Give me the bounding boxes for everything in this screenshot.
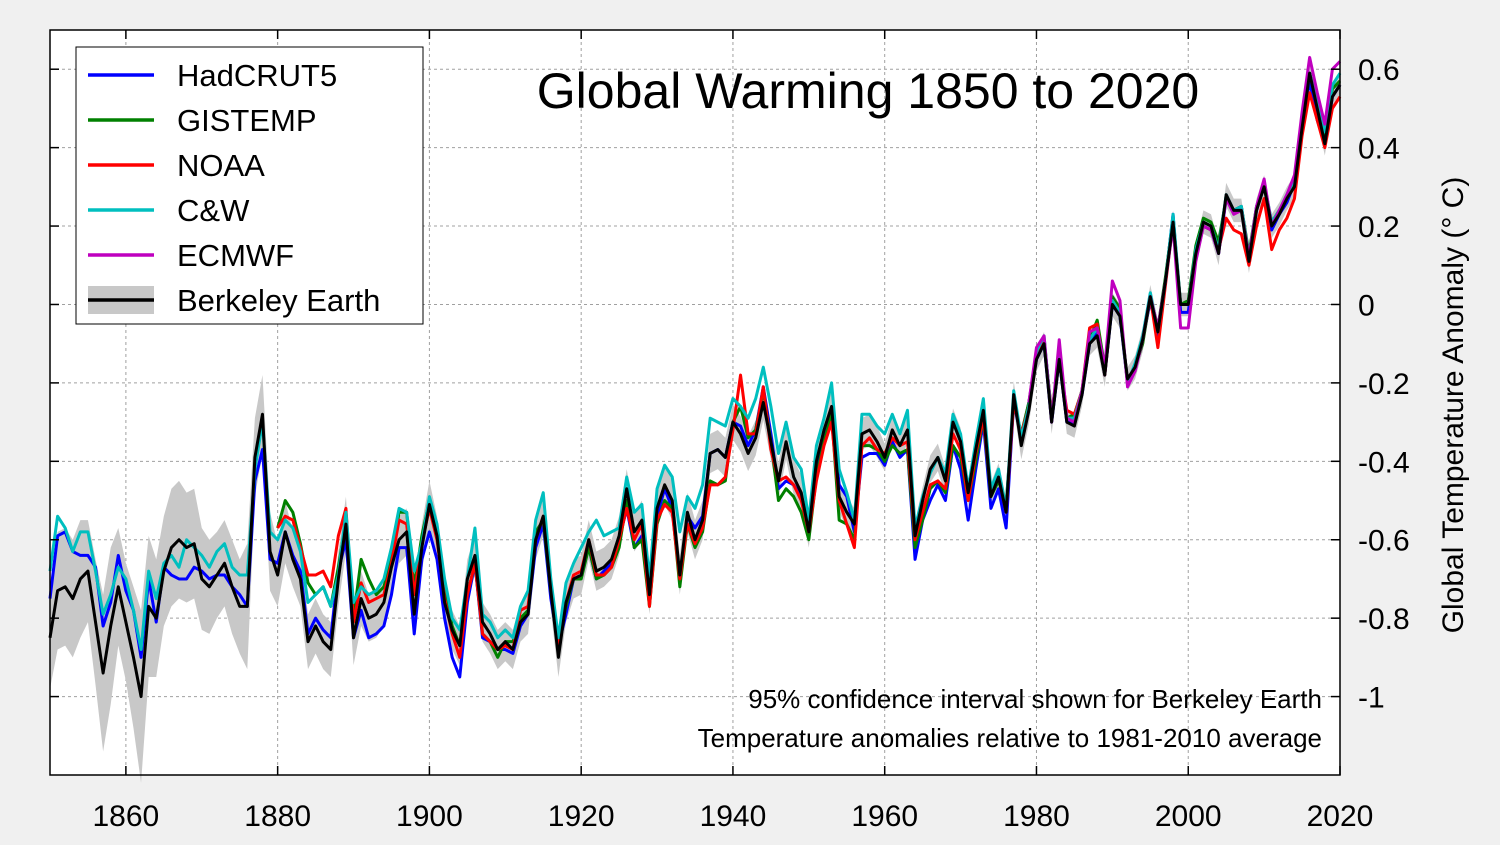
y-tick-label: 0.2 xyxy=(1358,211,1400,244)
legend-label-ecmwf: ECMWF xyxy=(177,238,294,273)
legend-label-berkeley-earth: Berkeley Earth xyxy=(177,283,380,318)
y-tick-label: -0.4 xyxy=(1358,446,1410,479)
y-tick-label: -0.8 xyxy=(1358,603,1410,636)
series-layer xyxy=(48,55,1342,699)
x-tick-label: 1880 xyxy=(244,800,311,833)
x-tick-label: 1920 xyxy=(548,800,615,833)
annotation-ci: 95% confidence interval shown for Berkel… xyxy=(748,684,1322,714)
annotation-baseline: Temperature anomalies relative to 1981-2… xyxy=(698,723,1322,753)
y-axis-label: Global Temperature Anomaly (° C) xyxy=(1437,177,1470,634)
y-tick-label: -0.2 xyxy=(1358,368,1410,401)
plot-frame xyxy=(49,29,1341,776)
y-tick-label: -0.6 xyxy=(1358,525,1410,558)
x-tick-label: 2020 xyxy=(1307,800,1374,833)
axis-ticks: 1860 1880 1900 1920 1940 1960 1980 2000 2020 -1 -0… xyxy=(50,30,1410,833)
legend-label-noaa: NOAA xyxy=(177,148,265,183)
y-tick-label: 0.6 xyxy=(1358,54,1400,87)
chart-title: Global Warming 1850 to 2020 xyxy=(537,63,1199,119)
legend: HadCRUT5 GISTEMP NOAA C&W ECMWF Berkeley Eart… xyxy=(75,46,424,325)
series-line-berkeley-earth xyxy=(48,71,1342,699)
x-tick-label: 2000 xyxy=(1155,800,1222,833)
legend-label-hadcrut5: HadCRUT5 xyxy=(177,58,337,93)
y-tick-label: 0.4 xyxy=(1358,133,1400,166)
legend-label-gistemp: GISTEMP xyxy=(177,103,317,138)
legend-box xyxy=(75,46,424,325)
x-tick-label: 1980 xyxy=(1003,800,1070,833)
legend-label-c-w: C&W xyxy=(177,193,250,228)
x-tick-label: 1860 xyxy=(93,800,160,833)
y-tick-label: 0 xyxy=(1358,289,1375,322)
berkeley-earth-confidence-band xyxy=(50,61,1340,783)
x-tick-label: 1960 xyxy=(851,800,918,833)
x-tick-label: 1940 xyxy=(700,800,767,833)
y-tick-label: -1 xyxy=(1358,682,1385,715)
confidence-band-layer xyxy=(50,61,1340,783)
x-tick-label: 1900 xyxy=(396,800,463,833)
